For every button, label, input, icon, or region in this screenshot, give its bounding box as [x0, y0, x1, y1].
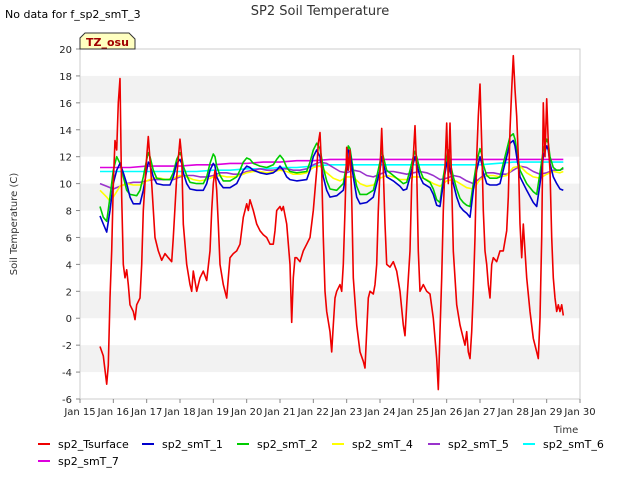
series-line-sp2-smT-5	[99, 161, 564, 190]
tz-badge-label: TZ_osu	[86, 36, 129, 49]
grid-band	[80, 75, 580, 103]
y-tick-label: 20	[59, 45, 72, 56]
x-tick-label: Jan 27	[463, 407, 495, 418]
y-tick-label: 12	[59, 153, 72, 164]
x-tick-label: Jan 24	[363, 407, 395, 418]
y-tick-label: -4	[62, 368, 72, 379]
legend: sp2_Tsurface sp2_smT_1 sp2_smT_2 sp2_smT_4 s…	[38, 438, 604, 468]
grid-band	[80, 345, 580, 373]
x-tick-label: Jan 26	[430, 407, 462, 418]
x-axis-label: Time	[553, 425, 578, 436]
y-tick-label: -6	[62, 395, 72, 406]
legend-label: sp2_smT_6	[543, 438, 604, 451]
tz-badge: TZ_osu	[79, 32, 136, 50]
x-tick-label: Jan 30	[563, 407, 595, 418]
legend-label: sp2_smT_1	[162, 438, 223, 451]
x-tick-label: Jan 17	[130, 407, 162, 418]
y-tick-label: 4	[66, 260, 72, 271]
tz-badge-shape	[79, 32, 136, 50]
x-tick-label: Jan 28	[497, 407, 529, 418]
y-tick-label: 2	[66, 287, 72, 298]
x-tick-label: Jan 23	[330, 407, 362, 418]
series-line-sp2-smT-1	[99, 139, 564, 233]
plot-frame	[79, 48, 581, 400]
legend-label: sp2_smT_5	[448, 438, 509, 451]
series-line-sp2-Tsurface	[99, 54, 565, 391]
x-tick-label: Jan 18	[163, 407, 195, 418]
x-axis-ticks: Jan 15 Jan 16 Jan 17 Jan 18 Jan 19 Jan 20 Jan …	[63, 399, 596, 418]
y-tick-label: 14	[59, 126, 72, 137]
x-tick-label: Jan 22	[297, 407, 329, 418]
y-tick-label: 0	[66, 314, 72, 325]
series-line-sp2-smT-2	[99, 133, 564, 223]
y-tick-label: 6	[66, 233, 72, 244]
legend-label: sp2_smT_4	[352, 438, 413, 451]
x-tick-label: Jan 19	[197, 407, 229, 418]
y-axis-ticks: -6 -4 -2 0 2 4 6 8 10 12 14 16 18 20	[59, 45, 80, 406]
x-tick-label: Jan 20	[230, 407, 262, 418]
no-data-note: No data for f_sp2_smT_3	[5, 8, 141, 21]
x-tick-label: Jan 15	[63, 407, 95, 418]
y-tick-label: 8	[66, 207, 72, 218]
legend-label: sp2_Tsurface	[58, 438, 129, 451]
grid-band	[80, 129, 580, 157]
y-axis-label: Soil Temperature (C)	[9, 173, 20, 276]
series-lines	[99, 54, 565, 391]
x-tick-label: Jan 29	[530, 407, 562, 418]
legend-label: sp2_smT_7	[58, 455, 119, 468]
x-tick-label: Jan 25	[397, 407, 429, 418]
x-tick-label: Jan 16	[97, 407, 129, 418]
y-tick-label: 10	[59, 180, 72, 191]
chart-title: SP2 Soil Temperature	[251, 4, 389, 19]
y-tick-label: 16	[59, 99, 72, 110]
legend-label: sp2_smT_2	[257, 438, 318, 451]
grid-band	[80, 291, 580, 319]
y-tick-label: 18	[59, 72, 72, 83]
y-tick-label: -2	[62, 341, 72, 352]
x-tick-label: Jan 21	[263, 407, 295, 418]
